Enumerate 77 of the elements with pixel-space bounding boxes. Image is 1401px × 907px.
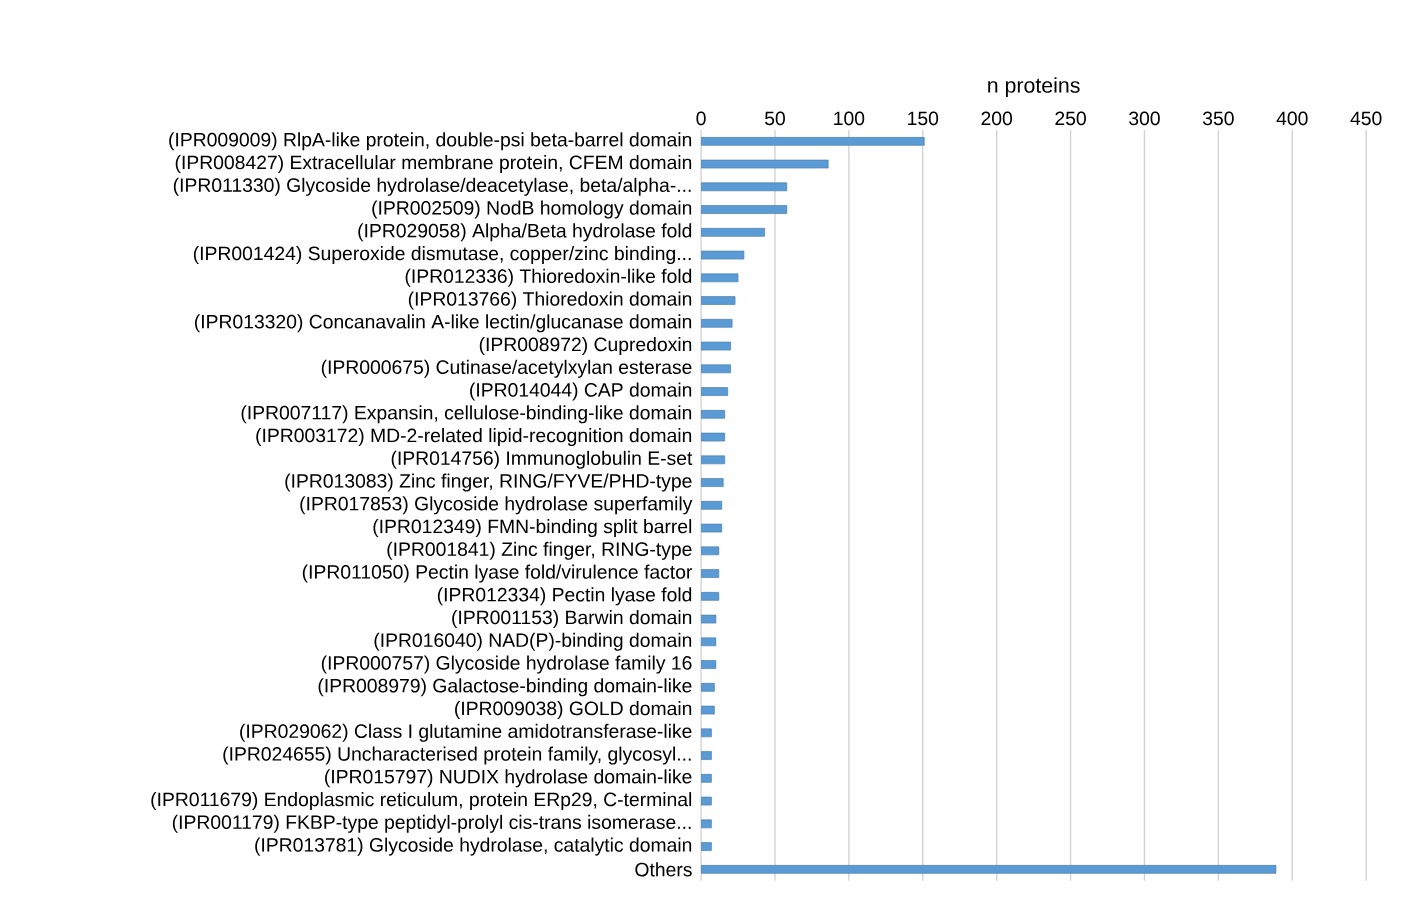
x-tick-label: 150 bbox=[908, 111, 939, 126]
y-tick-label: (IPR014756) Immunoglobulin E-set bbox=[391, 450, 693, 469]
x-tick-label: 50 bbox=[764, 111, 785, 126]
y-tick-label: (IPR029062) Class I glutamine amidotransferase-like bbox=[240, 723, 692, 742]
y-tick-label: (IPR013083) Zinc finger, RING/FYVE/PHD-type bbox=[285, 473, 692, 492]
bar bbox=[701, 501, 723, 510]
y-tick-label: (IPR003172) MD-2-related lipid-recognition domain bbox=[256, 428, 692, 447]
y-tick-label: (IPR015797) NUDIX hydrolase domain-like bbox=[325, 769, 692, 788]
bar bbox=[701, 796, 712, 806]
x-tick-label: 100 bbox=[834, 111, 865, 126]
y-tick-label: (IPR013781) Glycoside hydrolase, catalytic domain bbox=[255, 837, 692, 856]
bar bbox=[701, 705, 715, 715]
y-tick-label: Others bbox=[635, 862, 692, 877]
bar bbox=[701, 159, 829, 169]
y-tick-label: (IPR008979) Galactose-binding domain-like bbox=[318, 678, 692, 697]
bar bbox=[701, 182, 788, 192]
bar bbox=[701, 683, 715, 692]
bar bbox=[701, 409, 726, 419]
bar bbox=[701, 592, 720, 601]
y-tick-label: (IPR009038) GOLD domain bbox=[455, 701, 692, 720]
y-tick-label: (IPR000757) Glycoside hydrolase family 16 bbox=[321, 655, 692, 674]
y-tick-label: (IPR008427) Extracellular membrane protein, CFEM domain bbox=[175, 155, 692, 174]
bar bbox=[701, 523, 723, 533]
bar bbox=[701, 273, 739, 283]
y-tick-label: (IPR001841) Zinc finger, RING-type bbox=[387, 541, 692, 560]
bar bbox=[701, 432, 726, 442]
bar bbox=[701, 205, 788, 214]
bar bbox=[701, 865, 1277, 874]
x-tick-label: 400 bbox=[1276, 111, 1308, 126]
y-tick-label: (IPR009009) RlpA-like protein, double-psi beta-barrel domain bbox=[169, 132, 692, 151]
bar bbox=[701, 250, 745, 260]
bar bbox=[701, 614, 717, 624]
bar bbox=[701, 296, 736, 305]
bar bbox=[701, 637, 717, 647]
bar bbox=[701, 341, 731, 351]
y-tick-label: (IPR001153) Barwin domain bbox=[452, 610, 692, 629]
bar bbox=[701, 387, 729, 396]
bar bbox=[701, 455, 726, 465]
y-tick-label: (IPR008972) Cupredoxin bbox=[479, 337, 692, 356]
bar bbox=[701, 364, 731, 374]
y-tick-label: (IPR013320) Concanavalin A-like lectin/glucanase domain bbox=[194, 314, 692, 333]
y-tick-label: (IPR024655) Uncharacterised protein family, glycosyl... bbox=[223, 746, 691, 765]
bar bbox=[701, 819, 712, 829]
y-tick-label: (IPR017853) Glycoside hydrolase superfamily bbox=[300, 496, 693, 515]
x-tick-label: 250 bbox=[1055, 111, 1086, 126]
y-tick-label: (IPR011330) Glycoside hydrolase/deacetylase, beta/alpha-... bbox=[173, 177, 691, 196]
bar bbox=[701, 546, 720, 556]
x-tick-label: 0 bbox=[696, 111, 706, 126]
y-tick-label: (IPR001179) FKBP-type peptidyl-prolyl cis-trans isomerase... bbox=[172, 814, 691, 833]
y-tick-label: (IPR011679) Endoplasmic reticulum, protein ERp29, C-terminal bbox=[151, 792, 692, 811]
bar bbox=[701, 842, 712, 851]
y-tick-label: (IPR012334) Pectin lyase fold bbox=[437, 587, 692, 606]
bar bbox=[701, 227, 765, 237]
y-tick-label: (IPR016040) NAD(P)-binding domain bbox=[374, 632, 692, 651]
bar bbox=[701, 728, 712, 738]
y-tick-label: (IPR002509) NodB homology domain bbox=[372, 200, 692, 219]
y-tick-label: (IPR029058) Alpha/Beta hydrolase fold bbox=[358, 223, 692, 242]
y-tick-label: (IPR014044) CAP domain bbox=[470, 382, 692, 401]
bar bbox=[701, 751, 712, 760]
y-tick-label: (IPR007117) Expansin, cellulose-binding-like domain bbox=[241, 405, 692, 424]
x-tick-label: 300 bbox=[1129, 111, 1160, 126]
y-tick-label: (IPR001424) Superoxide dismutase, copper/zinc binding... bbox=[193, 246, 691, 265]
y-tick-label: (IPR013766) Thioredoxin domain bbox=[408, 291, 692, 310]
bar bbox=[701, 318, 733, 328]
bar bbox=[701, 478, 724, 487]
bar bbox=[701, 569, 720, 578]
y-tick-label: (IPR000675) Cutinase/acetylxylan esterase bbox=[321, 359, 692, 378]
x-tick-label: 200 bbox=[981, 111, 1013, 126]
y-tick-label: (IPR011050) Pectin lyase fold/virulence factor bbox=[302, 564, 693, 583]
x-tick-label: 450 bbox=[1350, 111, 1382, 126]
bar bbox=[701, 774, 712, 783]
x-tick-label: 350 bbox=[1202, 111, 1234, 126]
bar bbox=[701, 660, 717, 669]
x-axis-title: n proteins bbox=[988, 77, 1080, 98]
y-tick-label: (IPR012336) Thioredoxin-like fold bbox=[405, 268, 692, 287]
bar bbox=[701, 136, 925, 146]
y-tick-label: (IPR012349) FMN-binding split barrel bbox=[373, 519, 692, 538]
